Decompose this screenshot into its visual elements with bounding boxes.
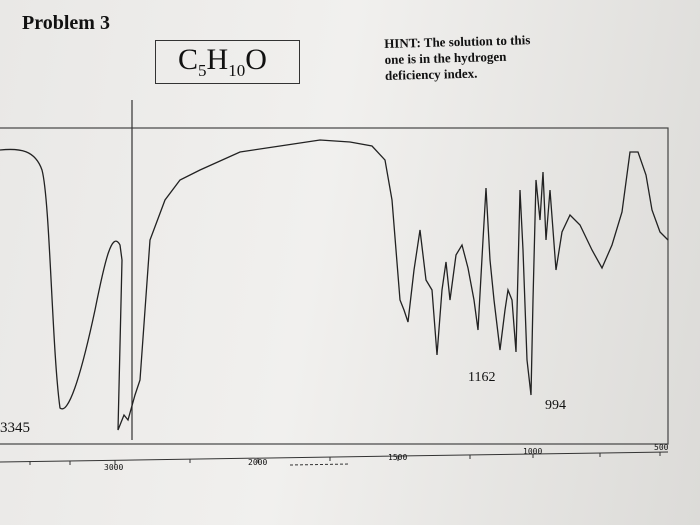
wavenumber-axis — [0, 451, 669, 463]
problem-title: Problem 3 — [22, 12, 110, 34]
axis-ticks — [29, 452, 661, 465]
axis-label: 2000 — [248, 458, 268, 467]
formula-atom: H — [206, 43, 229, 76]
formula: C5H10O — [178, 43, 267, 81]
peak-label: 3345 — [0, 420, 30, 436]
formula-count: 10 — [228, 61, 246, 80]
axis-label: 1500 — [388, 453, 408, 462]
formula-box: C5H10O — [155, 40, 300, 84]
plot-frame — [0, 127, 669, 445]
axis-label: 1000 — [523, 447, 543, 456]
dotted-mark — [289, 463, 351, 466]
peak-label: 1162 — [468, 370, 496, 385]
axis-label: 3000 — [104, 463, 124, 472]
formula-count: 5 — [198, 61, 207, 80]
axis-label: 500 — [654, 443, 669, 452]
formula-atom: O — [245, 43, 267, 76]
formula-atom: C — [178, 43, 199, 76]
peak-label: 994 — [545, 398, 566, 413]
spectrum-trace — [0, 139, 669, 431]
